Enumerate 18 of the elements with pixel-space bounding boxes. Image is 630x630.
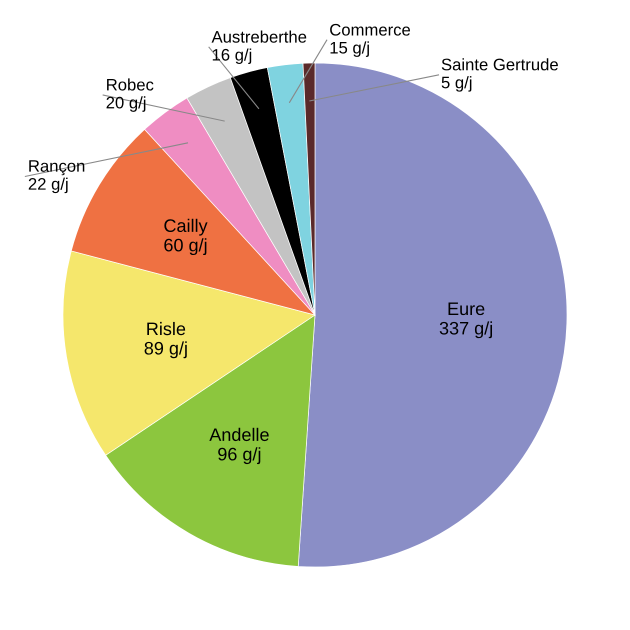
data-label: 5 g/j xyxy=(442,76,472,92)
data-label: 16 g/j xyxy=(212,48,252,64)
data-label: 96 g/j xyxy=(218,447,260,464)
slice-label: Commerce xyxy=(330,24,410,36)
slice-label: Rançon xyxy=(29,160,84,176)
slice-label: Sainte Gertrude xyxy=(442,58,558,70)
data-label: 89 g/j xyxy=(144,341,187,358)
slice-label: Risle xyxy=(147,322,186,336)
slice-label: Robec xyxy=(107,78,154,91)
data-label: 60 g/j xyxy=(164,238,206,256)
data-label: 15 g/j xyxy=(330,41,369,57)
slice-label: Eure xyxy=(448,302,484,316)
data-label: 22 g/j xyxy=(28,178,68,194)
data-label: 337 g/j xyxy=(440,321,492,338)
data-label: 20 g/j xyxy=(106,96,146,112)
slice-label: Andelle xyxy=(209,428,269,442)
slice-label: Cailly xyxy=(164,218,208,236)
slice-label: Austreberthe xyxy=(212,30,306,43)
